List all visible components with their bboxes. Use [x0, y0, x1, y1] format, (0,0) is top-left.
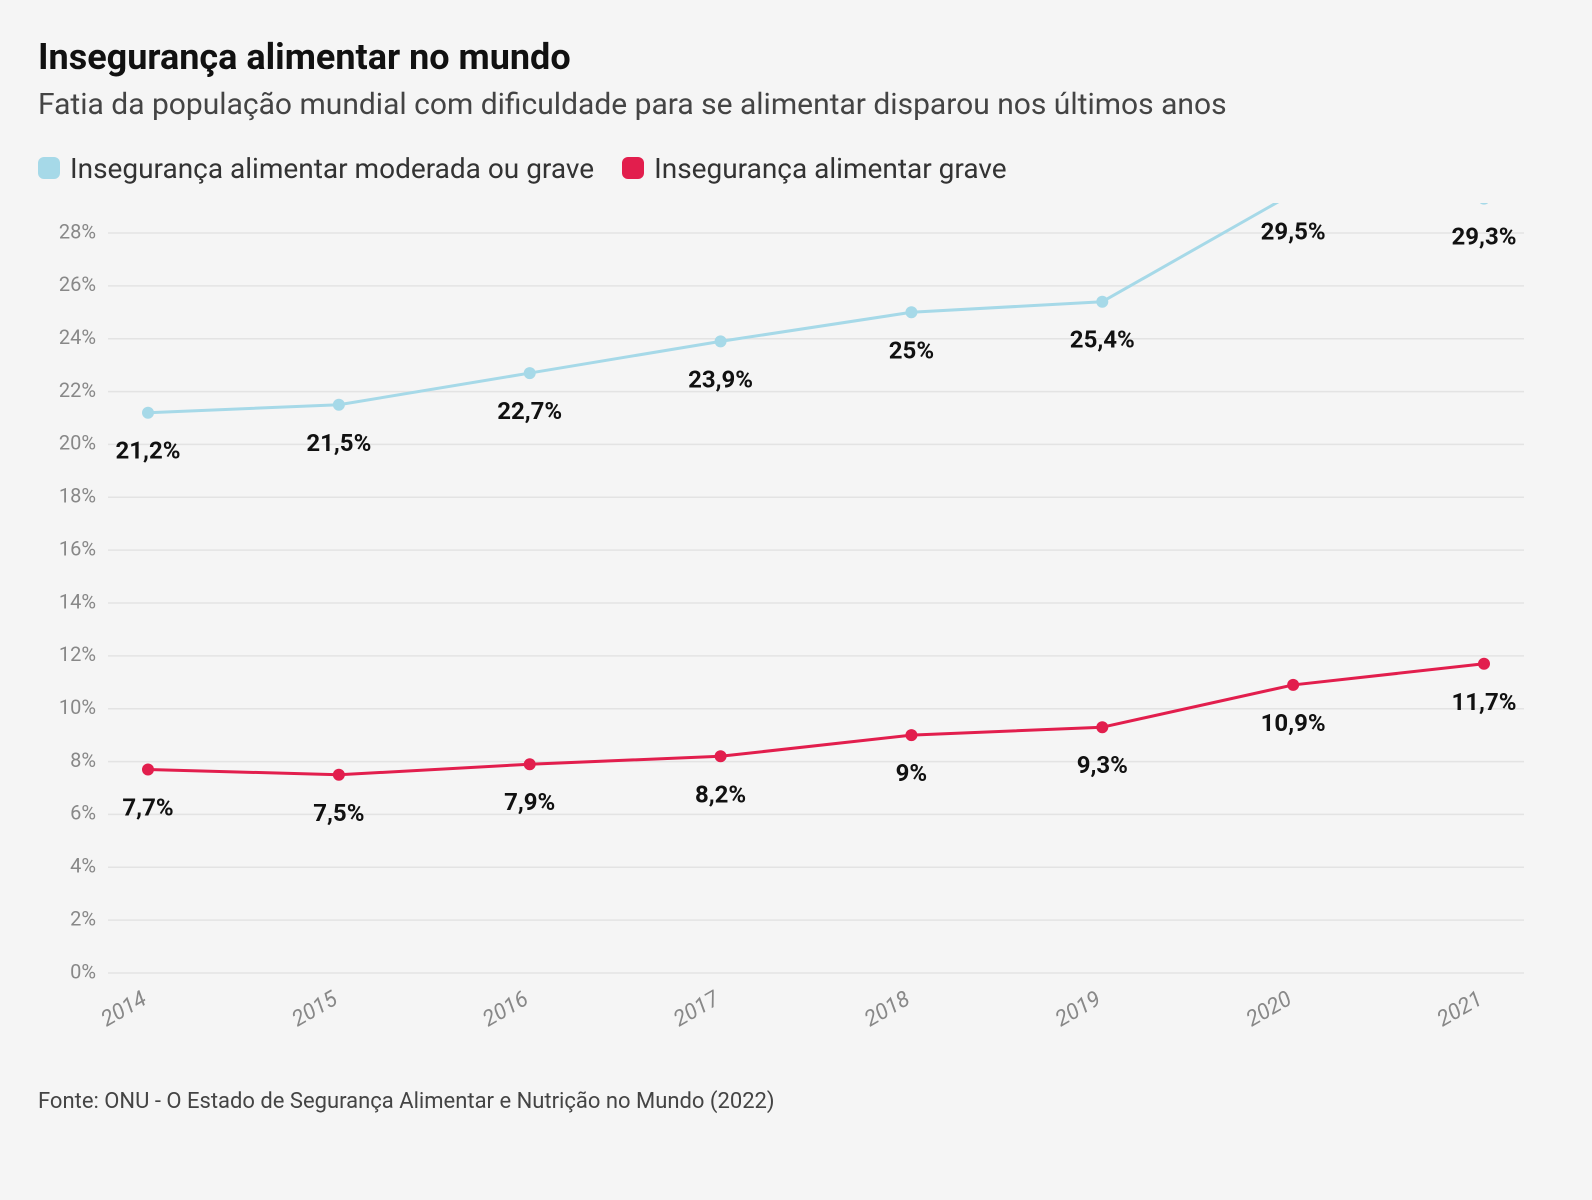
legend-item: Insegurança alimentar moderada ou grave: [38, 152, 594, 185]
data-point: [524, 758, 536, 770]
y-tick-label: 12%: [59, 642, 96, 666]
data-label: 25%: [889, 336, 934, 364]
data-point: [142, 406, 154, 418]
data-point: [142, 763, 154, 775]
data-point: [715, 750, 727, 762]
data-point: [905, 306, 917, 318]
data-label: 7,7%: [122, 793, 173, 821]
data-label: 29,5%: [1261, 217, 1326, 245]
y-tick-label: 2%: [70, 906, 96, 930]
data-label: 21,5%: [306, 428, 371, 456]
data-point: [905, 729, 917, 741]
data-label: 29,3%: [1452, 222, 1517, 250]
data-point: [1478, 657, 1490, 669]
plot-area: 0% 2% 4% 6% 8% 10% 12% 14% 16% 18% 20% 22% 24% 26% 28%…: [38, 203, 1554, 1067]
y-tick-label: 28%: [59, 219, 96, 243]
y-tick-label: 6%: [70, 800, 96, 824]
x-tick-label: 2019: [1051, 986, 1105, 1032]
data-label: 9,3%: [1077, 751, 1128, 779]
y-tick-label: 4%: [70, 853, 96, 877]
data-label: 22,7%: [497, 397, 562, 425]
data-point: [1096, 721, 1108, 733]
data-label: 8,2%: [695, 780, 746, 808]
data-point: [1478, 203, 1490, 205]
legend-item: Insegurança alimentar grave: [622, 152, 1006, 185]
data-label: 11,7%: [1452, 687, 1517, 715]
legend-label: Insegurança alimentar moderada ou grave: [70, 152, 594, 185]
y-tick-label: 22%: [59, 377, 96, 401]
x-tick-label: 2015: [288, 986, 343, 1032]
source-text: Fonte: ONU - O Estado de Segurança Alime…: [38, 1089, 1554, 1114]
x-tick-label: 2020: [1242, 986, 1296, 1032]
chart-subtitle: Fatia da população mundial com dificulda…: [38, 86, 1554, 124]
y-tick-label: 24%: [59, 324, 96, 348]
y-tick-label: 8%: [70, 747, 96, 771]
data-point: [333, 398, 345, 410]
x-tick-label: 2017: [670, 986, 725, 1032]
y-tick-label: 26%: [59, 272, 96, 296]
legend-label: Insegurança alimentar grave: [654, 152, 1006, 185]
chart-container: Insegurança alimentar no mundo Fatia da …: [0, 0, 1592, 1200]
legend: Insegurança alimentar moderada ou grave I…: [38, 152, 1554, 185]
data-label: 9%: [896, 759, 928, 787]
chart-title: Insegurança alimentar no mundo: [38, 36, 1554, 78]
legend-swatch: [622, 157, 644, 179]
y-tick-label: 16%: [59, 536, 96, 560]
x-tick-label: 2021: [1433, 986, 1487, 1032]
data-point: [1096, 295, 1108, 307]
data-point: [1287, 678, 1299, 690]
y-tick-label: 20%: [59, 430, 96, 454]
legend-swatch: [38, 157, 60, 179]
data-label: 25,4%: [1070, 325, 1135, 353]
data-label: 7,9%: [504, 788, 555, 816]
y-tick-label: 0%: [70, 959, 96, 983]
y-tick-label: 18%: [59, 483, 96, 507]
data-label: 23,9%: [688, 365, 753, 393]
data-label: 7,5%: [313, 798, 364, 826]
x-tick-label: 2018: [860, 986, 914, 1032]
x-tick-label: 2016: [479, 986, 533, 1032]
data-label: 10,9%: [1261, 708, 1326, 736]
data-point: [715, 335, 727, 347]
data-point: [524, 367, 536, 379]
y-tick-label: 10%: [59, 694, 96, 718]
data-label: 21,2%: [116, 436, 181, 464]
y-tick-label: 14%: [59, 589, 96, 613]
x-tick-label: 2014: [97, 986, 151, 1032]
data-point: [333, 768, 345, 780]
chart-svg: 0% 2% 4% 6% 8% 10% 12% 14% 16% 18% 20% 22% 24% 26% 28%…: [38, 203, 1554, 1063]
